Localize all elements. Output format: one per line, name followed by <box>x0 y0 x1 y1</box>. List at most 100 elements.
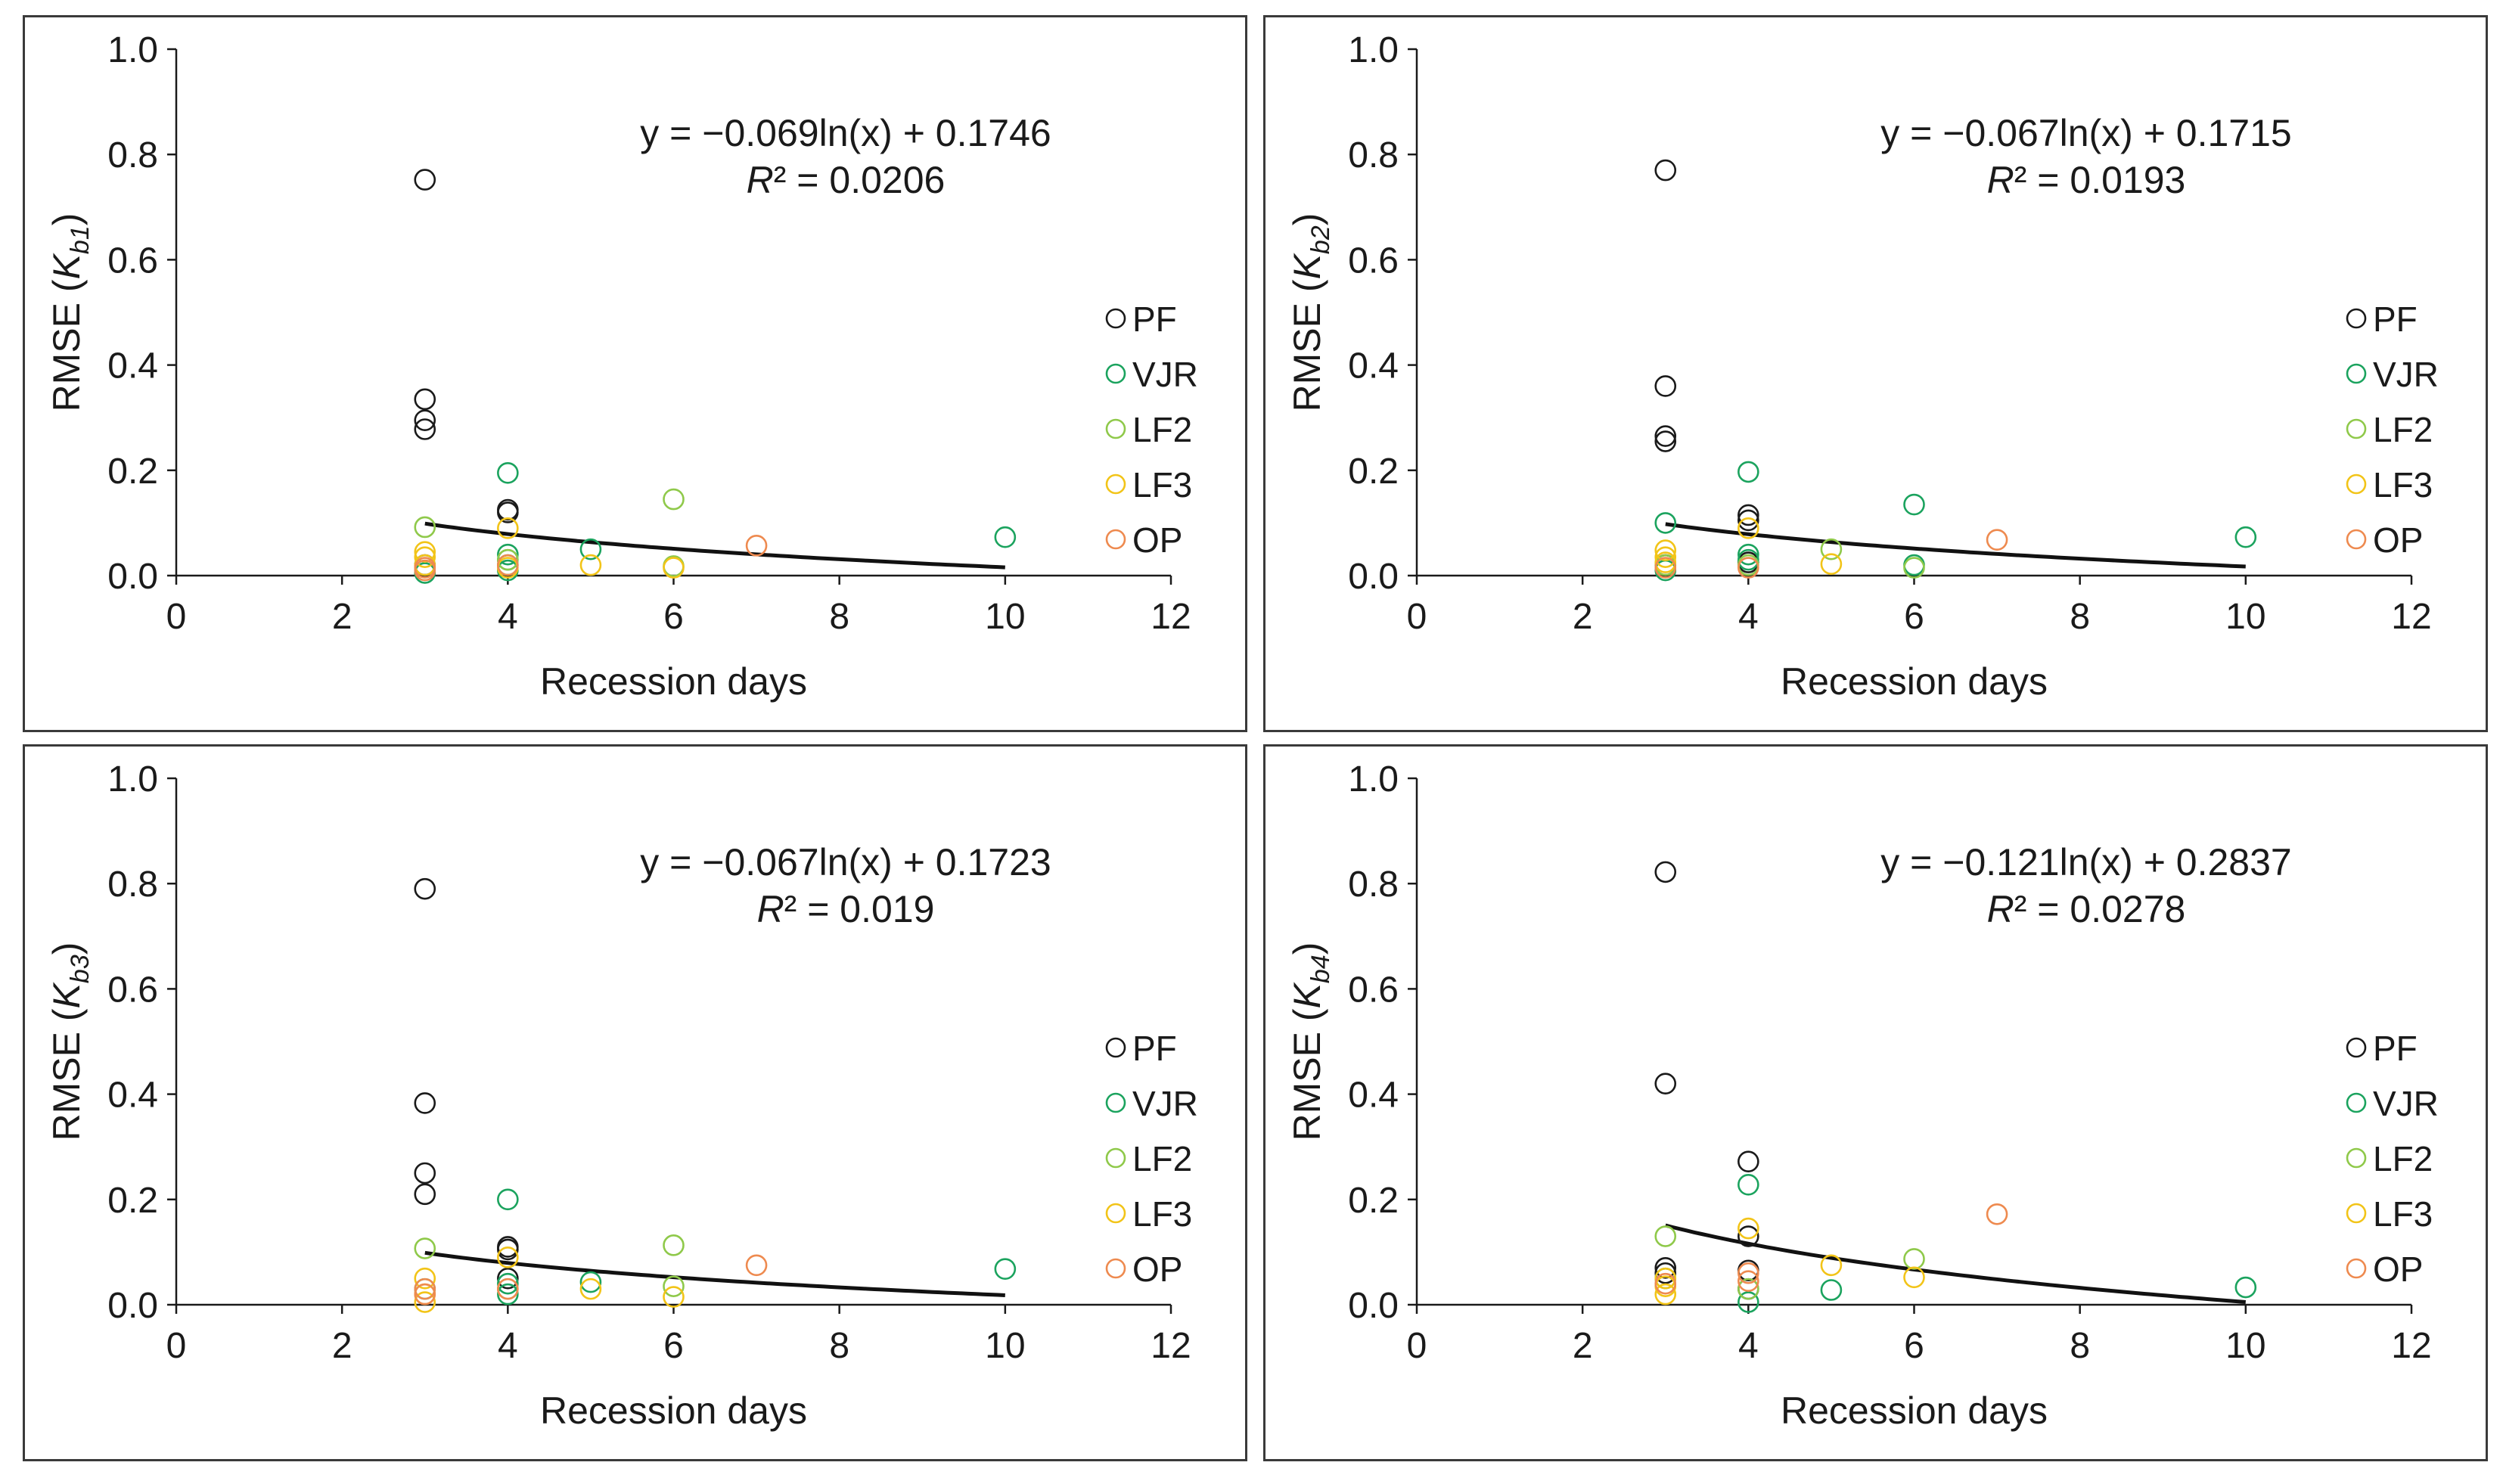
data-point-lf2 <box>663 1234 685 1256</box>
data-point-lf2 <box>663 1275 685 1297</box>
data-point-vjr <box>497 1188 519 1211</box>
x-tick-label: 12 <box>2391 1326 2431 1366</box>
data-point-pf <box>414 169 436 191</box>
data-point-vjr <box>1738 461 1759 483</box>
y-tick-label: 0.6 <box>1348 241 1399 281</box>
legend-label-op: OP <box>2373 1250 2423 1289</box>
x-tick-label: 10 <box>2225 1326 2265 1366</box>
data-point-op <box>745 535 768 557</box>
legend-label-vjr: VJR <box>1132 355 1198 394</box>
r-squared-label: R² = 0.0193 <box>1987 159 2186 201</box>
data-point-pf <box>497 501 519 523</box>
legend-label-pf: PF <box>1132 300 1177 339</box>
x-tick-label: 2 <box>332 597 352 637</box>
trend-equation: y = −0.067ln(x) + 0.1715 <box>1880 112 2291 154</box>
data-point-lf2 <box>1738 1278 1759 1300</box>
data-point-lf3 <box>1654 1283 1677 1305</box>
legend-label-vjr: VJR <box>1132 1084 1198 1123</box>
data-point-vjr <box>579 538 602 560</box>
legend-marker-lf3 <box>2346 1203 2367 1224</box>
trend-line <box>424 521 1005 570</box>
data-point-pf <box>1654 425 1677 447</box>
data-point-lf3 <box>1654 551 1677 573</box>
data-point-pf <box>414 409 436 431</box>
data-point-vjr <box>1738 543 1759 566</box>
legend-marker-lf2 <box>2346 1147 2367 1169</box>
data-point-vjr <box>1738 1174 1759 1196</box>
data-point-lf2 <box>414 1237 436 1259</box>
data-point-op <box>414 1278 436 1300</box>
legend-label-vjr: VJR <box>2373 1084 2439 1123</box>
data-point-vjr <box>994 526 1017 548</box>
data-point-op <box>1738 1262 1759 1284</box>
data-point-op <box>414 1283 436 1305</box>
chart-panel-kb3: 0.0 0.2 0.4 0.6 0.8 1.0 0 2 4 6 8 10 12 Recession day… <box>23 744 1247 1461</box>
x-tick-label: 0 <box>1407 597 1427 637</box>
y-tick-label: 0.6 <box>107 241 158 281</box>
data-point-vjr <box>2234 526 2257 548</box>
data-point-vjr <box>579 1271 602 1293</box>
data-point-lf3 <box>1654 1267 1677 1290</box>
legend-label-lf3: LF3 <box>2373 465 2433 504</box>
legend-marker-lf2 <box>1105 1147 1126 1169</box>
data-point-pf <box>414 877 436 900</box>
x-tick-label: 12 <box>2391 597 2431 637</box>
data-point-lf3 <box>579 554 602 576</box>
y-tick-label: 0.4 <box>1348 1076 1399 1116</box>
y-axis-label: RMSE (Kb1) <box>45 213 95 412</box>
y-axis-label: RMSE (Kb4) <box>1286 942 1335 1141</box>
y-tick-label: 1.0 <box>107 759 158 799</box>
data-point-pf <box>497 1238 519 1261</box>
legend-label-pf: PF <box>1132 1029 1177 1068</box>
legend-label-op: OP <box>1132 520 1182 560</box>
data-point-pf <box>1654 1262 1677 1284</box>
legend-label-lf2: LF2 <box>2373 1139 2433 1178</box>
y-axis-label: RMSE (Kb3) <box>45 942 95 1141</box>
data-point-pf <box>1738 504 1759 526</box>
legend-label-lf3: LF3 <box>1132 465 1192 504</box>
y-tick-label: 1.0 <box>107 30 158 70</box>
y-tick-label: 0.0 <box>1348 1286 1399 1326</box>
data-point-op <box>497 1278 519 1300</box>
data-point-lf2 <box>663 555 685 577</box>
data-point-op <box>1654 557 1677 579</box>
data-point-vjr <box>1654 512 1677 534</box>
legend-label-lf2: LF2 <box>1132 410 1192 449</box>
data-point-vjr <box>1738 1291 1759 1313</box>
data-point-lf2 <box>497 548 519 571</box>
x-axis-label: Recession days <box>1781 660 2048 703</box>
x-axis-label: Recession days <box>540 660 807 703</box>
data-point-lf3 <box>414 1291 436 1313</box>
data-point-pf <box>1654 861 1677 883</box>
y-tick-label: 0.0 <box>1348 557 1399 597</box>
data-point-op <box>1654 1272 1677 1295</box>
legend-marker-pf <box>1105 1037 1126 1058</box>
x-tick-label: 10 <box>2225 597 2265 637</box>
data-point-pf <box>414 1162 436 1184</box>
y-tick-label: 0.2 <box>107 1181 158 1221</box>
data-point-lf2 <box>1820 538 1843 560</box>
x-tick-label: 2 <box>1573 597 1593 637</box>
data-point-lf3 <box>663 1286 685 1308</box>
data-point-lf2 <box>1654 1225 1677 1247</box>
chart-panel-kb4: 0.0 0.2 0.4 0.6 0.8 1.0 0 2 4 6 8 10 12 Recession day… <box>1263 744 2488 1461</box>
x-tick-label: 8 <box>829 597 849 637</box>
data-point-lf2 <box>663 488 685 511</box>
legend-label-vjr: VJR <box>2373 355 2439 394</box>
data-point-vjr <box>1903 493 1925 516</box>
y-tick-label: 0.8 <box>107 135 158 175</box>
legend-marker-vjr <box>2346 1092 2367 1113</box>
data-point-lf3 <box>1654 539 1677 561</box>
data-point-op <box>497 554 519 576</box>
legend-label-pf: PF <box>2373 300 2418 339</box>
x-tick-label: 6 <box>1904 597 1924 637</box>
data-point-pf <box>1654 1256 1677 1279</box>
data-point-pf <box>414 1183 436 1206</box>
legend-marker-vjr <box>2346 363 2367 384</box>
legend-marker-pf <box>2346 1037 2367 1058</box>
y-tick-label: 0.8 <box>107 865 158 905</box>
trend-line <box>1665 1223 2247 1304</box>
legend-marker-lf3 <box>1105 473 1126 495</box>
legend-marker-pf <box>1105 308 1126 329</box>
x-tick-label: 4 <box>498 597 518 637</box>
